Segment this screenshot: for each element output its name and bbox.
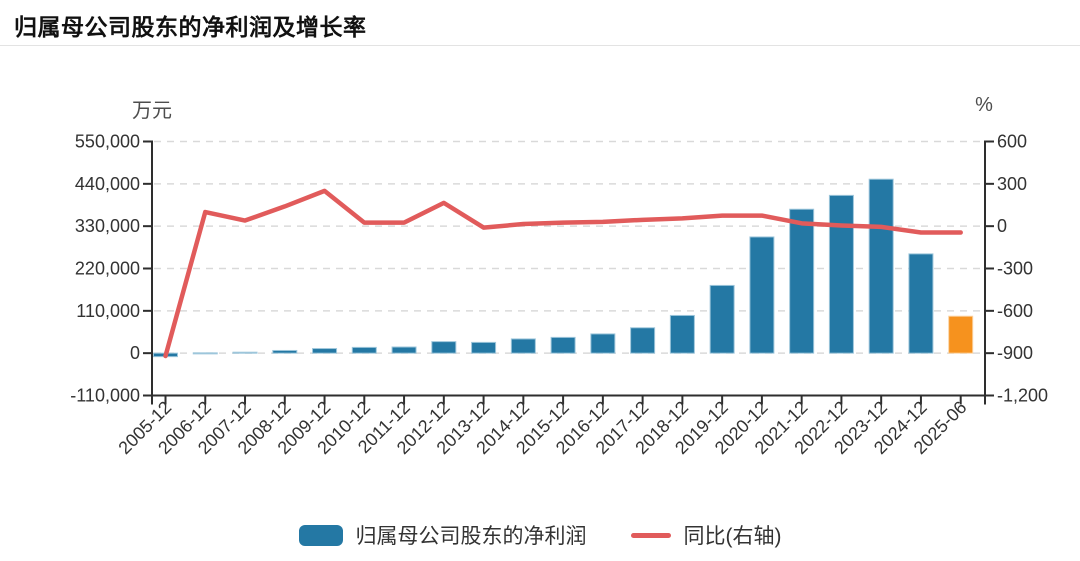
left-axis-tick-label: 330,000 <box>75 216 140 236</box>
right-axis-tick-label: 600 <box>997 132 1027 152</box>
right-axis-tick-label: 300 <box>997 174 1027 194</box>
bar-2015-12[interactable] <box>550 336 576 354</box>
legend-item-net-profit[interactable]: 归属母公司股东的净利润 <box>298 520 587 550</box>
bar-2010-12[interactable] <box>351 346 377 354</box>
yoy-line[interactable] <box>163 188 963 359</box>
bar-2022-12[interactable] <box>828 194 854 354</box>
left-axis-tick-label: 110,000 <box>76 301 140 321</box>
bar-2014-12[interactable] <box>510 338 536 354</box>
bar-series-swatch-icon <box>298 524 343 546</box>
bar-2008-12[interactable] <box>272 349 298 354</box>
bar-2021-12[interactable] <box>789 208 815 354</box>
bar-2009-12[interactable] <box>312 348 338 354</box>
bar-2018-12[interactable] <box>669 314 695 354</box>
legend-label-net-profit: 归属母公司股东的净利润 <box>355 525 587 548</box>
bar-2020-12[interactable] <box>749 236 775 354</box>
bar-2013-12[interactable] <box>471 341 497 354</box>
left-axis-tick-label: -110,000 <box>70 386 140 406</box>
left-axis-tick-label: 550,000 <box>75 132 140 152</box>
right-axis-unit-label: % <box>975 94 993 116</box>
bar-2023-12[interactable] <box>868 178 894 354</box>
bar-2012-12[interactable] <box>431 341 457 354</box>
title-divider <box>0 45 1080 46</box>
bar-2016-12[interactable] <box>590 333 616 354</box>
bar-2017-12[interactable] <box>630 327 656 354</box>
legend-item-yoy[interactable]: 同比(右轴) <box>630 520 782 550</box>
right-axis-tick-label: -300 <box>997 259 1033 279</box>
bar-2006-12[interactable] <box>192 352 218 355</box>
bar-2025-06[interactable] <box>948 315 974 354</box>
chart-legend: 归属母公司股东的净利润 同比(右轴) <box>0 520 1080 550</box>
right-axis-tick-label: 0 <box>997 216 1007 236</box>
bar-2007-12[interactable] <box>232 351 258 354</box>
left-axis-tick-label: 440,000 <box>75 174 140 194</box>
right-axis-tick-label: -600 <box>997 301 1033 321</box>
right-axis-tick-label: -900 <box>997 343 1033 363</box>
left-axis-tick-label: 0 <box>130 343 140 363</box>
left-axis-unit-label: 万元 <box>132 100 172 122</box>
right-axis-tick-label: -1,200 <box>997 386 1048 406</box>
legend-label-yoy: 同比(右轴) <box>683 525 782 548</box>
left-axis-tick-label: 220,000 <box>75 259 140 279</box>
page-title: 归属母公司股东的净利润及增长率 <box>14 14 367 40</box>
bar-2024-12[interactable] <box>908 253 934 354</box>
line-series-swatch-icon <box>630 532 671 538</box>
bar-2019-12[interactable] <box>709 284 735 354</box>
bar-2011-12[interactable] <box>391 346 417 354</box>
